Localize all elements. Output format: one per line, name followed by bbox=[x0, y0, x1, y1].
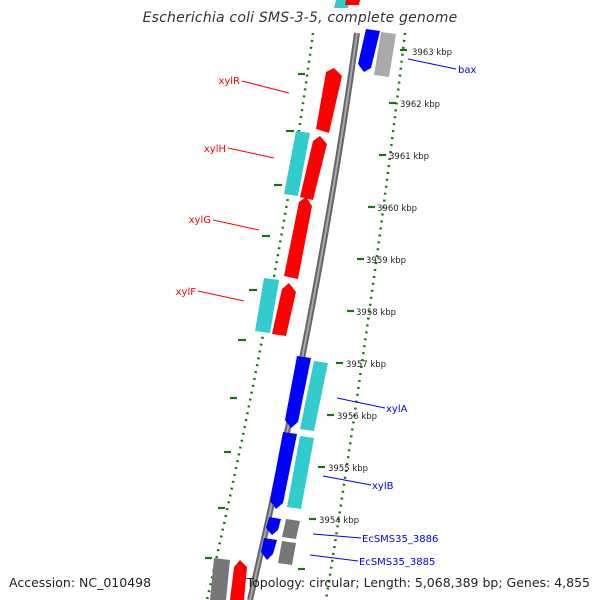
label-xylH: xylH bbox=[204, 144, 226, 155]
scale-label: 3963 kbp bbox=[412, 48, 452, 58]
scale-labels: 3963 kbp 3962 kbp 3961 kbp 3960 kbp 3959… bbox=[319, 48, 452, 526]
scale-label: 3954 kbp bbox=[319, 516, 359, 526]
gene-EcSMS35_3886 bbox=[282, 519, 300, 539]
scale-label: 3956 kbp bbox=[337, 412, 377, 422]
feature-red-top bbox=[345, 0, 360, 5]
leader-xylG bbox=[212, 219, 260, 231]
leader-xylH bbox=[227, 147, 275, 159]
scale-label: 3960 kbp bbox=[377, 204, 417, 214]
gene-EcSMS35_3885 bbox=[278, 541, 296, 565]
scale-label: 3959 kbp bbox=[366, 256, 406, 266]
scale-label: 3955 kbp bbox=[328, 464, 368, 474]
leader-bax bbox=[407, 58, 457, 70]
gene-xylG bbox=[284, 197, 312, 279]
leader-3886 bbox=[312, 533, 362, 539]
right-tick-marks bbox=[298, 48, 407, 571]
label-xylA: xylA bbox=[386, 404, 408, 415]
label-xylB: xylB bbox=[372, 481, 394, 492]
gene-xylF bbox=[272, 283, 296, 336]
label-xylR: xylR bbox=[218, 76, 240, 87]
feature-cyan-xylF bbox=[255, 278, 279, 333]
gene-xylB bbox=[287, 436, 314, 509]
leader-xylB bbox=[322, 475, 372, 486]
feature-gray-bottom bbox=[210, 558, 230, 600]
scale-label: 3962 kbp bbox=[400, 100, 440, 110]
gene-xylR bbox=[316, 68, 342, 133]
scale-label: 3957 kbp bbox=[346, 360, 386, 370]
outer-features bbox=[210, 0, 360, 600]
feature-blue-3885 bbox=[261, 538, 277, 560]
feature-blue-xylB bbox=[270, 432, 297, 509]
feature-blue-xylA bbox=[285, 356, 311, 428]
scale-label: 3961 kbp bbox=[389, 152, 429, 162]
leader-xylA bbox=[336, 397, 386, 409]
label-xylF: xylF bbox=[176, 287, 197, 298]
scale-label: 3958 kbp bbox=[356, 308, 396, 318]
map-title: Escherichia coli SMS-3-5, complete genom… bbox=[142, 10, 458, 26]
leader-xylR bbox=[241, 80, 290, 94]
feature-blue-3886 bbox=[266, 517, 281, 535]
gene-bax bbox=[374, 32, 396, 77]
label-bax: bax bbox=[458, 65, 476, 76]
feature-blue-bax bbox=[358, 29, 380, 72]
label-EcSMS35_3885: EcSMS35_3885 bbox=[359, 557, 435, 568]
leader-3885 bbox=[309, 554, 359, 562]
ring-outer-edge bbox=[205, 32, 315, 600]
left-tick-marks bbox=[205, 72, 305, 560]
accession-text: Accession: NC_010498 bbox=[9, 575, 152, 590]
gene-xylH bbox=[300, 136, 327, 200]
feature-cyan-xylH bbox=[284, 131, 310, 196]
inner-features bbox=[261, 29, 396, 565]
ring-dotted-edges bbox=[205, 32, 407, 600]
gene-xylA bbox=[300, 361, 328, 431]
label-EcSMS35_3886: EcSMS35_3886 bbox=[362, 534, 438, 545]
label-leaders bbox=[197, 58, 457, 562]
label-xylG: xylG bbox=[189, 215, 211, 226]
leader-xylF bbox=[197, 290, 245, 302]
gene-label-text: xylR xylH xylG xylF bax xylA xylB EcSMS3… bbox=[176, 65, 477, 568]
backbone bbox=[247, 32, 360, 600]
feature-red-bottom bbox=[230, 560, 247, 600]
genome-stats-text: Topology: circular; Length: 5,068,389 bp… bbox=[246, 575, 590, 590]
